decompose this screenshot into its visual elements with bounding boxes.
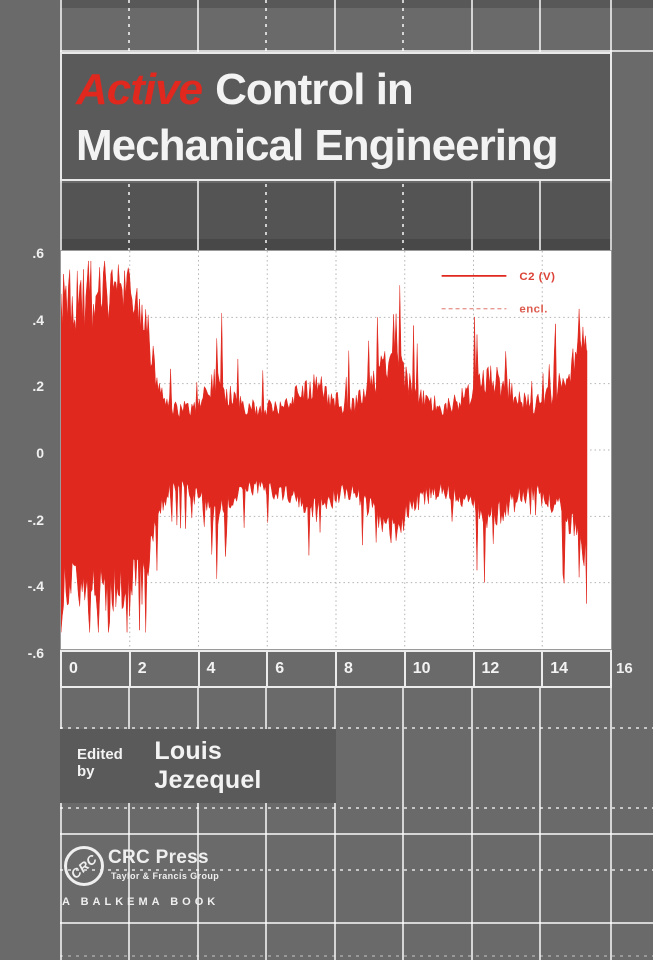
imprint-text: A BALKEMA BOOK — [62, 896, 219, 908]
crc-logo-monogram: CRC — [68, 851, 100, 882]
x-tick-label: 14 — [543, 652, 610, 686]
signal-chart-panel: C2 (V) encl. — [60, 250, 612, 650]
x-tick-label: 0 — [62, 652, 131, 686]
y-tick-label: .6 — [0, 246, 44, 260]
x-tick-label: 4 — [200, 652, 269, 686]
y-tick-label: -.2 — [0, 513, 44, 527]
x-tick-label: 10 — [406, 652, 475, 686]
title-panel: Active Control in Mechanical Engineering — [60, 52, 612, 181]
title-word-active: Active — [76, 65, 202, 114]
x-tick-label-outside: 16 — [616, 650, 633, 688]
editor-prefix: Edited by — [77, 746, 144, 780]
editor-name: Louis Jezequel — [154, 737, 336, 795]
legend-label-1: C2 (V) — [519, 271, 555, 283]
y-tick-label: -.4 — [0, 579, 44, 593]
signal-waveform — [61, 261, 587, 632]
legend-label-2: encl. — [519, 304, 548, 316]
x-tick-label: 12 — [475, 652, 544, 686]
grid-line-horizontal — [60, 807, 653, 809]
title-line-1: Active Control in — [76, 62, 610, 118]
publisher-name: CRC Press — [108, 847, 209, 869]
publisher-block: CRC CRC Press Taylor & Francis Group A B… — [60, 840, 320, 920]
grid-line-horizontal — [60, 922, 653, 924]
title-line1-rest: Control in — [215, 65, 413, 114]
top-edge-bar — [60, 0, 653, 8]
dark-strip-plot-top — [60, 239, 612, 250]
x-tick-label: 6 — [268, 652, 337, 686]
title-line-2: Mechanical Engineering — [76, 118, 610, 174]
grid-line-horizontal — [60, 833, 653, 835]
y-tick-label: -.6 — [0, 646, 44, 660]
y-tick-label: 0 — [0, 446, 44, 460]
y-tick-label: .4 — [0, 313, 44, 327]
y-tick-label: .2 — [0, 379, 44, 393]
x-tick-label: 8 — [337, 652, 406, 686]
waveform-plot: C2 (V) encl. — [61, 251, 611, 649]
publisher-group: Taylor & Francis Group — [111, 871, 219, 881]
y-axis-labels: .6 .4 .2 0 -.2 -.4 -.6 — [0, 0, 48, 960]
x-tick-label: 2 — [131, 652, 200, 686]
book-cover: ActiveControl in Mechanical Engineering … — [0, 0, 653, 960]
grid-line-horizontal — [60, 955, 653, 957]
crc-logo-icon: CRC — [64, 846, 104, 886]
editor-panel: Edited by Louis Jezequel — [60, 729, 336, 803]
x-axis-strip: 02468101214 — [60, 650, 612, 688]
